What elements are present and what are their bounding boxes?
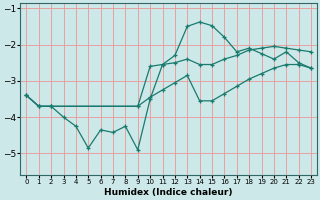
X-axis label: Humidex (Indice chaleur): Humidex (Indice chaleur) xyxy=(104,188,233,197)
